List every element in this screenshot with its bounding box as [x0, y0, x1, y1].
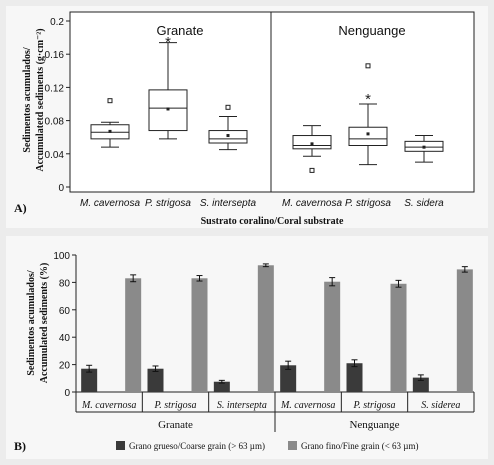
panel-b-y-tick-label: 60 — [59, 306, 71, 317]
panel-b-category-label: M. cavernosa — [280, 400, 335, 411]
panel-b-background — [6, 236, 488, 459]
panel-a-label: A) — [14, 201, 27, 215]
fine-grain-bar — [456, 269, 473, 392]
fine-grain-bar — [324, 281, 341, 392]
coarse-grain-bar — [213, 381, 230, 392]
box-iqr — [292, 135, 332, 150]
panel-b-category-label: P. strigosa — [153, 400, 196, 411]
panel-a-category-label: S. sidera — [404, 198, 444, 209]
fine-grain-bar — [125, 278, 142, 392]
box-mean-marker — [226, 134, 230, 138]
box-outlier — [107, 98, 113, 104]
panel-b-y-tick-label: 80 — [59, 278, 71, 289]
box-mean-marker — [310, 142, 314, 146]
legend-label: Grano grueso/Coarse grain (> 63 µm) — [129, 441, 265, 451]
box-iqr — [348, 126, 388, 146]
legend-swatch — [116, 441, 125, 450]
panel-b-group-label: Nenguange — [349, 419, 399, 431]
fine-grain-bar — [257, 265, 274, 392]
panel-a-y-tick-label: 0.04 — [45, 150, 65, 161]
coarse-grain-bar — [412, 377, 429, 392]
coarse-grain-bar — [280, 365, 297, 392]
panel-b-category-label: P. strigosa — [352, 400, 395, 411]
panel-a-category-label: P. strigosa — [345, 198, 391, 209]
legend-swatch — [288, 441, 297, 450]
panel-a-y-tick-label: 0.16 — [45, 50, 65, 61]
panel-b-y-tick-label: 40 — [59, 333, 71, 344]
coarse-grain-bar — [346, 363, 363, 392]
box-outlier — [309, 167, 315, 173]
fine-grain-bar — [390, 283, 407, 392]
coarse-grain-bar — [147, 368, 164, 392]
panel-b-y-axis-label: Sedimentos acumulados/Accumulated sedime… — [26, 263, 50, 384]
panel-a-y-axis-label-line: Accumulatetd sediments (g·cm⁻²) — [35, 28, 46, 171]
panel-a-marks: 0 0.04 0.08 0.12 0.16 0.2 Granate M. cavernosa *… — [14, 17, 444, 227]
panel-a-category-label: M. cavernosa — [282, 198, 342, 209]
legend-label: Grano fino/Fine grain (< 63 µm) — [301, 441, 419, 451]
panel-b-group-label: Granate — [158, 419, 193, 431]
box-mean-marker — [366, 132, 370, 136]
panel-a-group-title: Nenguange — [338, 23, 405, 38]
box-mean-marker — [422, 145, 426, 149]
box-extreme-marker: * — [165, 34, 171, 51]
panel-a-y-tick-label: 0 — [58, 183, 64, 194]
box-extreme-marker: * — [365, 91, 371, 108]
panel-b-y-tick-label: 0 — [64, 388, 70, 399]
panel-a-y-axis-label: Sedimentos acumulados/Accumulatetd sedim… — [22, 28, 46, 171]
panel-a-plot-frame — [69, 11, 475, 193]
panel-a-y-tick-label: 0.08 — [45, 117, 65, 128]
box-mean-marker — [108, 129, 112, 133]
panel-b-category-label: S. siderea — [421, 400, 460, 411]
panel-a-y-axis-label-line: Sedimentos acumulados/ — [22, 47, 33, 153]
box-outlier — [365, 63, 371, 69]
panel-b-y-tick-label: 20 — [59, 361, 71, 372]
panel-b-y-tick-label: 100 — [53, 251, 70, 262]
panel-a-group-title: Granate — [157, 23, 204, 38]
panel-a-category-label: S. intersepta — [200, 198, 257, 209]
box-mean-marker — [166, 107, 170, 111]
panel-b-label: B) — [14, 439, 26, 453]
panel-a-x-axis-label: Sustrato coralino/Coral substrate — [201, 216, 344, 227]
panel-b-category-label: M. cavernosa — [81, 400, 136, 411]
panel-b-y-axis-label-line: Sedimentos acumulados/ — [26, 270, 37, 376]
panel-a-category-label: M. cavernosa — [80, 198, 140, 209]
panel-a-y-tick-label: 0.2 — [50, 17, 64, 28]
panel-a-category-label: P. strigosa — [145, 198, 191, 209]
panel-a-y-tick-label: 0.12 — [45, 83, 65, 94]
panel-b-y-axis-label-line: Accumulated sediments (%) — [39, 263, 50, 384]
panel-b-marks: 0 20 40 60 80 100 M. cavernosa P. strigosa S. in… — [14, 251, 475, 453]
fine-grain-bar — [191, 278, 208, 392]
panel-b-category-label: S. intersepta — [217, 400, 267, 411]
box-outlier — [225, 104, 231, 110]
coarse-grain-bar — [81, 368, 98, 392]
